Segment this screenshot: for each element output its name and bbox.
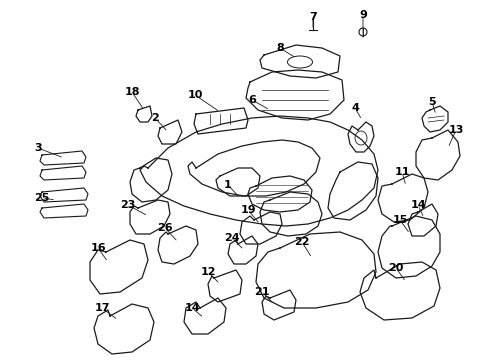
Text: 2: 2: [151, 113, 159, 123]
Text: 16: 16: [90, 243, 106, 253]
Text: 26: 26: [157, 223, 173, 233]
Text: 25: 25: [34, 193, 49, 203]
Text: 5: 5: [428, 97, 436, 107]
Text: 10: 10: [187, 90, 203, 100]
Text: 7: 7: [309, 12, 317, 22]
Text: 18: 18: [124, 87, 140, 97]
Text: 23: 23: [121, 200, 136, 210]
Text: 14: 14: [184, 303, 200, 313]
Text: 11: 11: [394, 167, 410, 177]
Text: 24: 24: [224, 233, 240, 243]
Text: 13: 13: [448, 125, 464, 135]
Text: 12: 12: [200, 267, 216, 277]
Text: 21: 21: [254, 287, 270, 297]
Text: 3: 3: [34, 143, 42, 153]
Text: 4: 4: [351, 103, 359, 113]
Text: 19: 19: [240, 205, 256, 215]
Text: 9: 9: [359, 10, 367, 20]
Text: 15: 15: [392, 215, 408, 225]
Text: 6: 6: [248, 95, 256, 105]
Text: 14: 14: [410, 200, 426, 210]
Text: 20: 20: [388, 263, 404, 273]
Text: 17: 17: [94, 303, 110, 313]
Text: 1: 1: [224, 180, 232, 190]
Text: 8: 8: [276, 43, 284, 53]
Text: 22: 22: [294, 237, 310, 247]
